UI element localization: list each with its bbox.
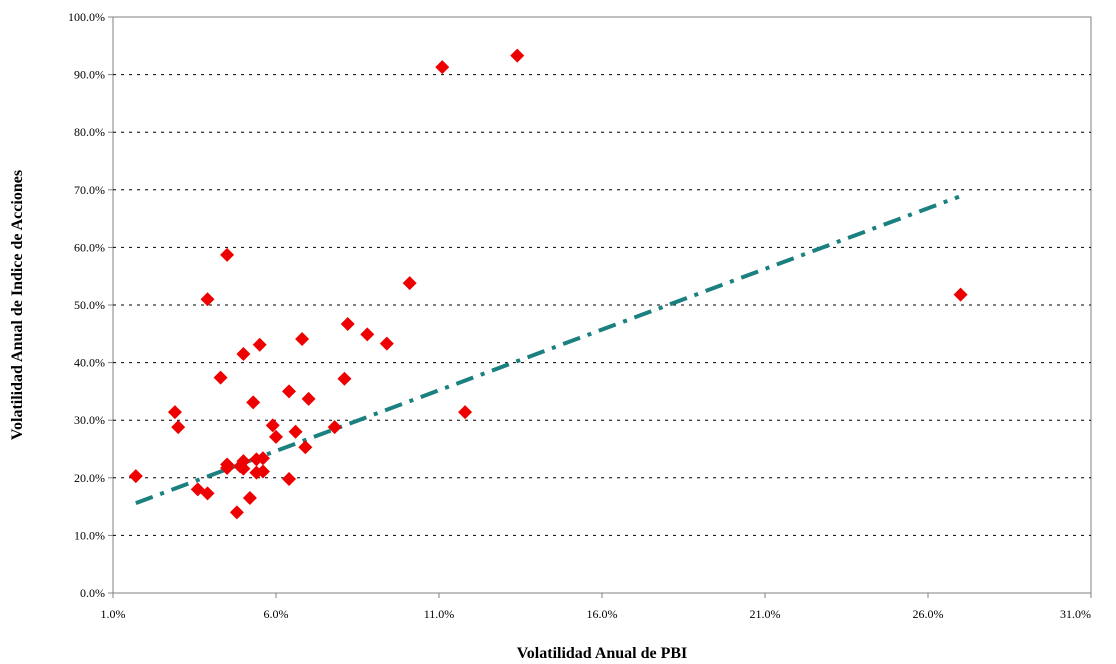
data-point xyxy=(246,395,261,410)
y-tick-label: 30.0% xyxy=(74,413,105,427)
y-axis-title: Volatilidad Anual de Indice de Acciones xyxy=(9,170,26,440)
x-tick-label: 6.0% xyxy=(264,607,289,621)
data-point xyxy=(337,371,352,386)
data-point xyxy=(301,391,316,406)
data-point xyxy=(236,346,251,361)
data-point xyxy=(128,469,143,484)
data-point xyxy=(265,418,280,433)
data-point xyxy=(458,405,473,420)
data-point xyxy=(242,490,257,505)
data-point xyxy=(435,60,450,75)
data-point xyxy=(327,420,342,435)
data-point xyxy=(288,424,303,439)
data-point xyxy=(236,461,251,476)
data-point xyxy=(953,287,968,302)
data-point xyxy=(213,370,228,385)
trendline xyxy=(135,194,960,506)
y-tick-label: 40.0% xyxy=(74,356,105,370)
data-point xyxy=(269,429,283,444)
y-tick-label: 60.0% xyxy=(74,240,105,254)
trendline-path xyxy=(135,194,960,506)
x-tick-label: 26.0% xyxy=(913,607,944,621)
data-point xyxy=(255,464,270,479)
x-tick-label: 16.0% xyxy=(587,607,618,621)
y-tick-label: 80.0% xyxy=(74,125,105,139)
x-axis-title: Volatilidad Anual de PBI xyxy=(517,645,688,662)
y-tick-label: 20.0% xyxy=(74,471,105,485)
x-tick-label: 21.0% xyxy=(750,607,781,621)
data-point xyxy=(200,292,215,307)
data-point xyxy=(200,486,215,501)
data-point xyxy=(282,471,297,486)
data-point xyxy=(236,454,251,469)
data-point xyxy=(220,461,235,476)
y-tick-label: 70.0% xyxy=(74,183,105,197)
y-tick-label: 0.0% xyxy=(80,586,105,600)
x-axis-ticks: 1.0% 6.0% 11.0% 16.0% 21.0% 26.0% 31.0% xyxy=(101,593,1092,621)
data-point xyxy=(229,505,244,520)
data-point xyxy=(510,48,525,63)
y-tick-label: 10.0% xyxy=(74,528,105,542)
data-point xyxy=(255,451,270,466)
data-point xyxy=(171,420,186,435)
data-point xyxy=(282,384,297,399)
x-tick-label: 11.0% xyxy=(424,607,455,621)
y-tick-label: 90.0% xyxy=(74,68,105,82)
data-points xyxy=(128,48,968,520)
data-point xyxy=(379,336,394,351)
y-tick-label: 50.0% xyxy=(74,298,105,312)
y-tick-label: 100.0% xyxy=(68,10,105,24)
data-point xyxy=(295,331,310,346)
gridlines xyxy=(113,74,1091,536)
data-point xyxy=(340,317,355,332)
data-point xyxy=(360,327,375,342)
data-point xyxy=(252,337,267,352)
x-tick-label: 31.0% xyxy=(1060,607,1091,621)
y-axis-ticks: 0.0% 10.0% 20.0% 30.0% 40.0% 50.0% 60.0% 70.0% 8… xyxy=(68,10,113,600)
x-tick-label: 1.0% xyxy=(101,607,126,621)
data-point xyxy=(167,405,182,420)
data-point xyxy=(402,276,417,291)
data-point xyxy=(220,247,235,262)
data-point xyxy=(298,440,313,455)
